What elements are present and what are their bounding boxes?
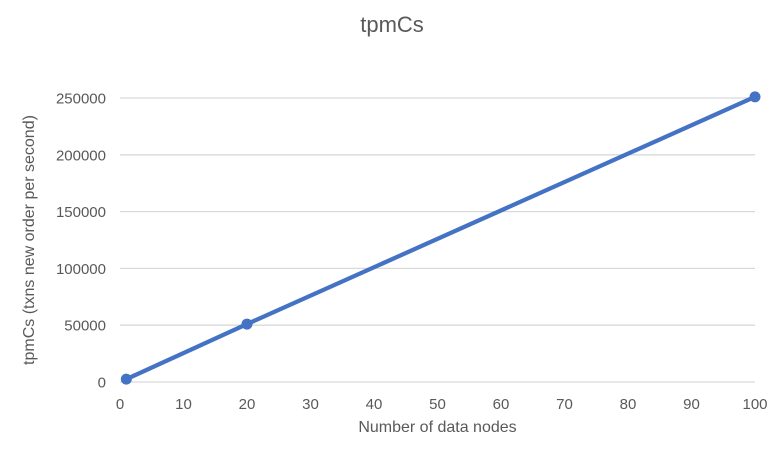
x-tick-label: 80 <box>620 396 637 413</box>
chart-title: tpmCs <box>360 12 424 37</box>
x-tick-label: 0 <box>116 396 124 413</box>
y-tick-label: 150000 <box>56 204 106 221</box>
x-tick-label: 60 <box>493 396 510 413</box>
y-tick-label: 100000 <box>56 261 106 278</box>
x-tick-label: 10 <box>175 396 192 413</box>
x-tick-label: 90 <box>683 396 700 413</box>
x-tick-label: 70 <box>556 396 573 413</box>
y-tick-label: 0 <box>98 375 106 392</box>
data-line-tpmcs <box>124 94 758 382</box>
x-tick-label: 40 <box>366 396 383 413</box>
x-axis-title: Number of data nodes <box>358 419 517 436</box>
y-tick-label: 50000 <box>64 318 106 335</box>
data-point-marker <box>749 91 761 103</box>
y-tick-label: 200000 <box>56 147 106 164</box>
x-tick-label: 50 <box>429 396 446 413</box>
x-tick-label: 20 <box>239 396 256 413</box>
y-tick-label: 250000 <box>56 91 106 108</box>
data-point-marker <box>241 318 253 330</box>
x-tick-label: 30 <box>302 396 319 413</box>
data-point-marker <box>120 373 132 385</box>
x-tick-label: 100 <box>742 396 767 413</box>
